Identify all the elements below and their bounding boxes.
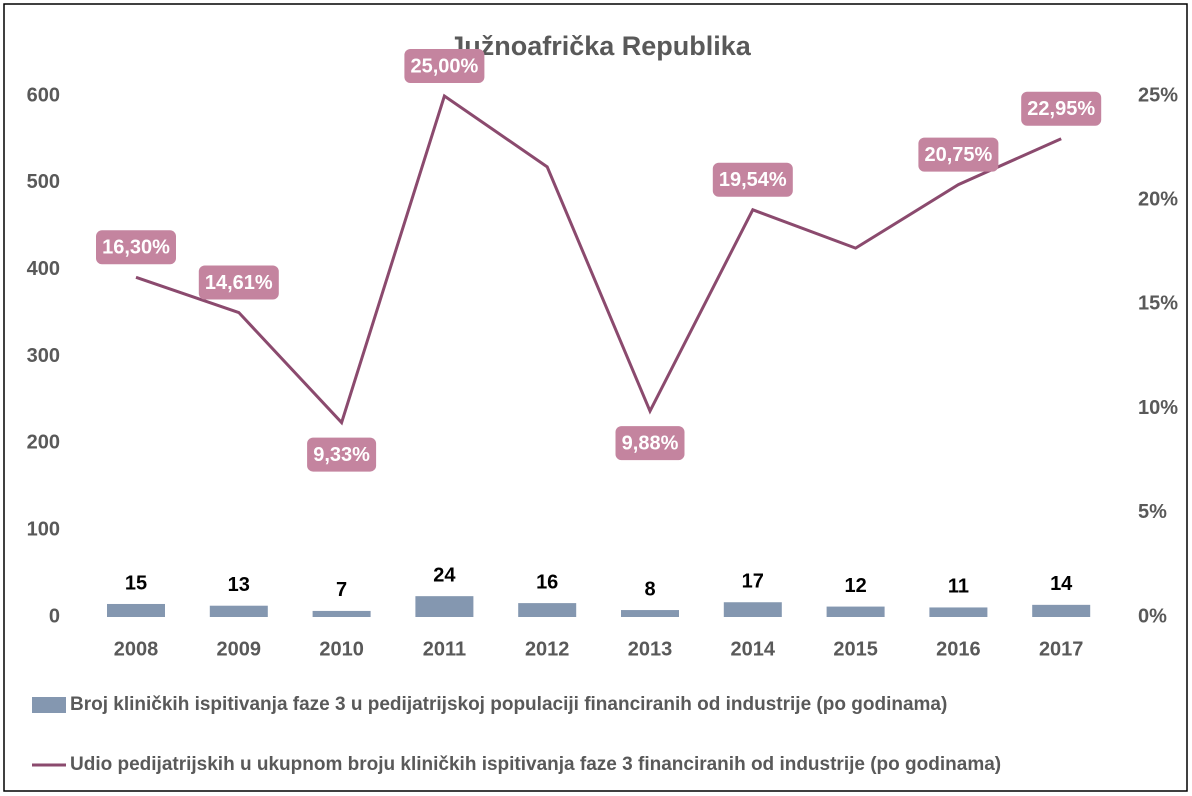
line-value-label: 19,54% xyxy=(719,169,787,191)
bar-value-label: 13 xyxy=(228,574,250,596)
y-tick-label: 0 xyxy=(49,605,60,627)
value-label-box xyxy=(918,137,999,172)
y-tick-label: 500 xyxy=(27,171,60,193)
y2-tick-label: 0% xyxy=(1138,605,1167,627)
bar xyxy=(929,607,988,617)
y2-tick-label: 5% xyxy=(1138,501,1167,523)
line-value-label: 9,33% xyxy=(313,444,370,466)
line xyxy=(135,93,1062,426)
y2-tick-label: 25% xyxy=(1138,84,1178,106)
x-tick-label: 2013 xyxy=(628,638,673,660)
bar-value-label: 11 xyxy=(948,576,969,598)
y-tick-label: 100 xyxy=(27,518,60,540)
value-label-box xyxy=(198,265,279,300)
value-label-box xyxy=(615,426,685,461)
line-value-label: 22,95% xyxy=(1027,98,1095,120)
value-label-box xyxy=(404,49,485,83)
value-label-box xyxy=(96,230,176,265)
bar-value-label: 15 xyxy=(125,572,147,594)
bar-value-label: 24 xyxy=(433,564,456,586)
value-label-box xyxy=(712,162,793,197)
bar xyxy=(723,602,782,617)
x-tick-label: 2015 xyxy=(833,638,878,660)
y-tick-label: 200 xyxy=(27,432,60,454)
line-value-label: 20,75% xyxy=(924,144,992,166)
bar xyxy=(209,605,268,617)
x-tick-label: 2008 xyxy=(114,638,159,660)
line-value-label: 14,61% xyxy=(205,272,273,294)
bar-value-label: 16 xyxy=(536,571,558,593)
y2-tick-label: 15% xyxy=(1138,293,1178,315)
x-tick-label: 2012 xyxy=(525,638,570,660)
x-tick-label: 2016 xyxy=(936,638,981,660)
bar xyxy=(826,606,885,617)
line-value-label: 25,00% xyxy=(410,55,478,77)
y2-tick-label: 20% xyxy=(1138,188,1178,210)
bar xyxy=(1032,604,1091,617)
bar xyxy=(415,596,474,617)
chart-frame xyxy=(3,3,1188,792)
value-label-box xyxy=(307,437,377,472)
x-tick-label: 2009 xyxy=(217,638,262,660)
x-tick-label: 2017 xyxy=(1039,638,1084,660)
x-tick-label: 2011 xyxy=(423,638,466,660)
bar-value-label: 14 xyxy=(1050,573,1073,595)
bar xyxy=(312,610,371,617)
y-tick-label: 300 xyxy=(27,345,60,367)
legend-label: Udio pedijatrijskih u ukupnom broju klin… xyxy=(70,754,1001,775)
bar-value-label: 12 xyxy=(844,575,866,597)
bar xyxy=(107,603,165,617)
legend-label: Broj kliničkih ispitivanja faze 3 u pedi… xyxy=(70,694,947,715)
x-tick-label: 2010 xyxy=(319,638,364,660)
x-tick-label: 2014 xyxy=(731,638,776,660)
legend-swatch xyxy=(32,697,66,713)
bar-value-label: 8 xyxy=(644,578,655,600)
bar-value-label: 17 xyxy=(742,571,764,593)
line-value-label: 9,88% xyxy=(622,432,679,454)
y2-tick-label: 10% xyxy=(1138,397,1178,419)
line-value-label: 16,30% xyxy=(102,237,170,259)
y-tick-label: 400 xyxy=(27,258,60,280)
bar xyxy=(518,603,577,617)
bar xyxy=(621,610,679,617)
chart-title: Južnoafrička Republika xyxy=(449,31,752,61)
value-label-box xyxy=(1021,91,1102,126)
y-tick-label: 600 xyxy=(27,84,60,106)
bar-value-label: 7 xyxy=(336,579,347,601)
